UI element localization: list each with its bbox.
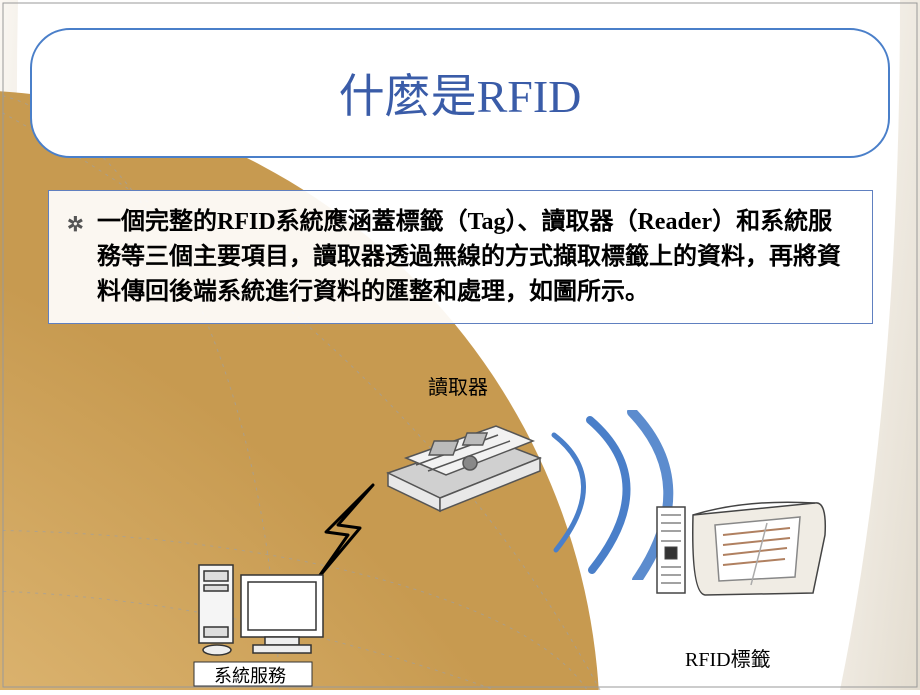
body-paragraph: ✲ 一個完整的RFID系統應涵蓋標籤（Tag）、讀取器（Reader）和系統服務… [67, 205, 854, 309]
rfid-diagram: 讀取器 [0, 365, 920, 685]
bullet-star-icon: ✲ [67, 211, 84, 240]
slide-title: 什麼是RFID [339, 60, 582, 126]
rfid-tag-icon [655, 495, 830, 605]
title-box: 什麼是RFID [30, 28, 890, 158]
reader-label: 讀取器 [428, 371, 488, 400]
system-service-icon [195, 557, 330, 662]
body-text-content: 一個完整的RFID系統應涵蓋標籤（Tag）、讀取器（Reader）和系統服務等三… [97, 209, 841, 305]
system-label: 系統服務 [214, 662, 286, 688]
reader-icon [378, 403, 550, 518]
tag-label: RFID標籤 [685, 643, 771, 672]
body-box: ✲ 一個完整的RFID系統應涵蓋標籤（Tag）、讀取器（Reader）和系統服務… [48, 190, 873, 324]
